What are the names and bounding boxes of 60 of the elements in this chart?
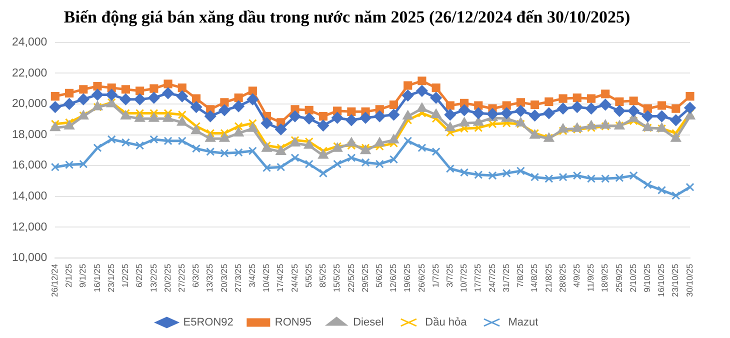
x-tick-label: 20/3/25 — [218, 264, 229, 292]
x-tick-label: 10/4/25 — [261, 264, 272, 292]
y-tick-label: 20,000 — [12, 98, 48, 110]
x-tick-label: 23/1/25 — [106, 264, 116, 292]
x-tick-label: 13/3/25 — [204, 264, 215, 292]
x-tick-label: 4/9/25 — [571, 264, 582, 288]
x-tick-label: 27/2/25 — [176, 264, 186, 292]
x-tick-label: 10/7/25 — [458, 264, 469, 292]
x-tick-label: 19/6/25 — [402, 264, 412, 292]
x-tick-label: 6/2/25 — [134, 264, 144, 288]
x-tick-label: 12/6/25 — [388, 264, 398, 292]
x-tick-label: 23/10/25 — [670, 264, 680, 298]
y-tick-label: 22,000 — [12, 67, 48, 80]
legend-label: E5RON92 — [183, 316, 234, 329]
x-tick-label: 22/5/25 — [346, 264, 356, 292]
legend-label: Mazut — [508, 316, 538, 329]
x-tick-label: 16/10/25 — [656, 264, 666, 298]
x-tick-label: 13/2/25 — [148, 264, 158, 292]
x-tick-label: 2/1/25 — [64, 264, 74, 288]
x-tick-label: 24/4/25 — [289, 264, 300, 292]
x-tick-label: 2/10/25 — [628, 264, 638, 292]
x-tick-label: 21/8/25 — [543, 264, 554, 292]
y-tick-label: 10,000 — [12, 252, 48, 264]
legend-label: Dầu hỏa — [425, 316, 468, 329]
legend-label: RON95 — [274, 316, 312, 329]
y-tick-label: 18,000 — [12, 128, 48, 141]
x-tick-label: 26/12/24 — [50, 264, 60, 298]
y-tick-label: 14,000 — [12, 190, 48, 203]
legend-label: Diesel — [353, 316, 384, 329]
x-tick-label: 1/2/25 — [120, 264, 130, 288]
x-tick-label: 26/6/25 — [416, 264, 426, 292]
x-tick-label: 27/3/25 — [232, 264, 243, 292]
x-tick-label: 24/7/25 — [486, 264, 497, 292]
x-tick-label: 8/5/25 — [318, 264, 328, 288]
x-tick-label: 17/7/25 — [472, 264, 483, 292]
x-tick-label: 20/2/25 — [162, 264, 172, 292]
x-tick-label: 9/10/25 — [642, 264, 652, 292]
x-tick-label: 11/9/25 — [586, 264, 596, 292]
x-tick-label: 3/7/25 — [444, 264, 455, 288]
x-tick-label: 15/5/25 — [332, 264, 342, 292]
x-tick-label: 29/5/25 — [360, 264, 370, 292]
x-tick-label: 31/7/25 — [500, 264, 511, 292]
x-tick-label: 16/1/25 — [92, 264, 102, 292]
x-tick-label: 30/10/25 — [684, 264, 694, 298]
x-tick-label: 6/3/25 — [190, 264, 201, 288]
x-tick-label: 9/1/25 — [78, 264, 88, 288]
y-tick-label: 16,000 — [12, 160, 48, 172]
x-tick-label: 5/6/25 — [374, 264, 384, 288]
x-tick-label: 17/4/25 — [275, 264, 286, 292]
x-tick-label: 28/8/25 — [557, 264, 568, 292]
x-tick-label: 7/8/25 — [515, 264, 526, 288]
y-tick-label: 24,000 — [12, 36, 48, 49]
x-tick-label: 3/4/25 — [247, 264, 258, 288]
y-tick-label: 12,000 — [12, 221, 48, 234]
x-tick-label: 5/5/25 — [303, 264, 314, 288]
x-tick-label: 25/9/25 — [614, 264, 624, 292]
chart-title: Biến động giá bán xăng dầu trong nước năm 2025 (26/12/2024 đến 30/10/2025) — [64, 8, 630, 27]
x-tick-label: 18/9/25 — [600, 264, 610, 292]
x-tick-label: 14/8/25 — [529, 264, 540, 292]
x-tick-label: 1/7/25 — [430, 264, 440, 288]
